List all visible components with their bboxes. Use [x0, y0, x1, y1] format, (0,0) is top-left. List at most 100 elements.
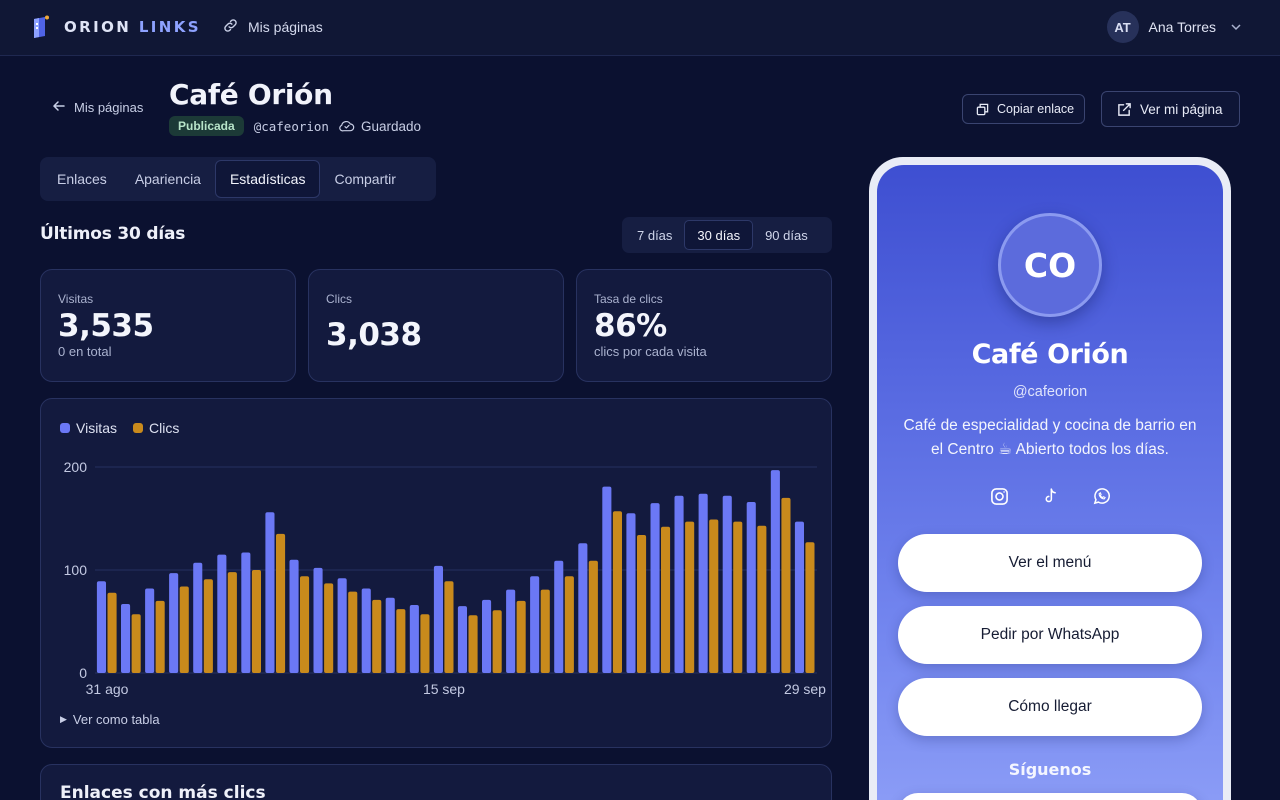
preview-button-partial[interactable] — [898, 793, 1202, 800]
view-page-button[interactable]: Ver mi página — [1101, 91, 1240, 127]
bar-visitas[interactable] — [289, 559, 299, 673]
bar-visitas[interactable] — [770, 470, 780, 673]
bar-visitas[interactable] — [433, 565, 443, 673]
preview-button-directions[interactable]: Cómo llegar — [898, 678, 1202, 736]
bar-clics[interactable] — [516, 600, 526, 673]
copy-link-button[interactable]: Copiar enlace — [962, 94, 1085, 124]
stat-value: 3,535 — [58, 308, 154, 344]
x-tick-label: 29 sep — [784, 681, 826, 697]
link-icon — [222, 17, 239, 37]
bar-clics[interactable] — [324, 583, 334, 673]
range-90-days[interactable]: 90 días — [765, 227, 808, 243]
bar-clics[interactable] — [757, 525, 767, 673]
back-link[interactable]: Mis páginas — [52, 99, 143, 116]
page-handle: @cafeorion — [253, 118, 329, 134]
bar-clics[interactable] — [300, 576, 310, 673]
bar-visitas[interactable] — [746, 502, 756, 673]
bar-visitas[interactable] — [265, 512, 275, 673]
page-meta: Publicada @cafeorion Guardado — [169, 116, 421, 136]
bar-clics[interactable] — [709, 519, 719, 674]
bar-clics[interactable] — [781, 497, 791, 673]
stats-section-title: Últimos 30 días — [40, 224, 186, 244]
bar-clics[interactable] — [372, 599, 382, 673]
bar-clics[interactable] — [612, 511, 622, 673]
view-page-label: Ver mi página — [1140, 101, 1223, 117]
range-30-days[interactable]: 30 días — [684, 220, 754, 250]
instagram-icon[interactable] — [989, 486, 1009, 506]
tab-estadisticas[interactable]: Estadísticas — [214, 160, 321, 198]
bar-clics[interactable] — [203, 579, 213, 673]
bar-clics[interactable] — [564, 576, 574, 673]
bar-clics[interactable] — [396, 609, 406, 673]
tab-compartir[interactable]: Compartir — [334, 171, 396, 187]
preview-button-menu[interactable]: Ver el menú — [898, 534, 1202, 592]
bar-clics[interactable] — [444, 581, 454, 673]
bar-visitas[interactable] — [169, 573, 179, 673]
brand-logo[interactable]: ORION LINKS — [30, 15, 201, 39]
bar-visitas[interactable] — [193, 562, 203, 673]
bar-visitas[interactable] — [337, 578, 347, 673]
bar-visitas[interactable] — [241, 552, 251, 674]
bar-visitas[interactable] — [121, 604, 131, 673]
bar-clics[interactable] — [420, 614, 430, 673]
bar-visitas[interactable] — [698, 493, 708, 673]
tab-apariencia[interactable]: Apariencia — [134, 171, 201, 187]
x-tick-label: 15 sep — [423, 681, 465, 697]
bar-clics[interactable] — [492, 610, 502, 673]
legend-item-visits[interactable]: Visitas — [60, 420, 117, 436]
legend-item-clicks[interactable]: Clics — [132, 420, 179, 436]
bar-visitas[interactable] — [674, 495, 684, 673]
y-tick-label: 200 — [64, 459, 88, 475]
bar-clics[interactable] — [733, 521, 743, 673]
bar-clics[interactable] — [276, 533, 286, 673]
legend-label: Visitas — [76, 420, 117, 436]
bar-visitas[interactable] — [96, 581, 106, 673]
bar-visitas[interactable] — [578, 543, 588, 673]
orion-logo-icon — [30, 15, 50, 39]
bar-visitas[interactable] — [554, 560, 564, 673]
bar-clics[interactable] — [251, 570, 261, 673]
bar-visitas[interactable] — [650, 503, 660, 673]
cloud-check-icon — [339, 119, 355, 133]
nav-my-pages[interactable]: Mis páginas — [222, 17, 323, 37]
bar-visitas[interactable] — [217, 554, 227, 673]
bar-clics[interactable] — [661, 526, 671, 673]
preview-name: Café Orión — [971, 339, 1129, 370]
whatsapp-icon[interactable] — [1091, 486, 1111, 506]
bar-visitas[interactable] — [602, 486, 612, 673]
user-menu[interactable]: AT Ana Torres — [1106, 11, 1242, 43]
bar-visitas[interactable] — [361, 588, 371, 674]
bar-clics[interactable] — [155, 600, 165, 673]
tiktok-icon[interactable] — [1040, 486, 1060, 506]
bar-visitas[interactable] — [530, 576, 540, 673]
preview-button-whatsapp[interactable]: Pedir por WhatsApp — [898, 606, 1202, 664]
bar-visitas[interactable] — [626, 513, 636, 673]
bar-clics[interactable] — [107, 592, 117, 673]
bar-clics[interactable] — [348, 591, 358, 673]
bar-clics[interactable] — [805, 542, 815, 673]
bar-clics[interactable] — [131, 614, 141, 673]
bar-clics[interactable] — [227, 572, 237, 673]
bar-visitas[interactable] — [409, 605, 419, 673]
bar-clics[interactable] — [179, 586, 189, 674]
bar-visitas[interactable] — [794, 521, 804, 673]
bar-visitas[interactable] — [313, 567, 323, 673]
save-status-label: Guardado — [360, 118, 421, 134]
triangle-right-icon: ▶ — [60, 714, 67, 724]
bar-clics[interactable] — [588, 560, 598, 673]
bar-visitas[interactable] — [457, 606, 467, 673]
view-as-table-toggle[interactable]: ▶ Ver como tabla — [60, 712, 160, 727]
bar-visitas[interactable] — [145, 588, 155, 674]
bar-visitas[interactable] — [722, 495, 732, 673]
bar-clics[interactable] — [468, 615, 478, 673]
range-7-days[interactable]: 7 días — [637, 227, 673, 243]
preview-follow-heading: Síguenos — [1008, 760, 1092, 779]
bar-clics[interactable] — [637, 535, 647, 673]
bar-clics[interactable] — [685, 521, 695, 673]
preview-handle: @cafeorion — [1012, 384, 1088, 400]
bar-visitas[interactable] — [482, 599, 492, 673]
bar-visitas[interactable] — [506, 589, 516, 673]
bar-visitas[interactable] — [385, 597, 395, 673]
bar-clics[interactable] — [540, 589, 550, 673]
tab-enlaces[interactable]: Enlaces — [57, 171, 107, 187]
